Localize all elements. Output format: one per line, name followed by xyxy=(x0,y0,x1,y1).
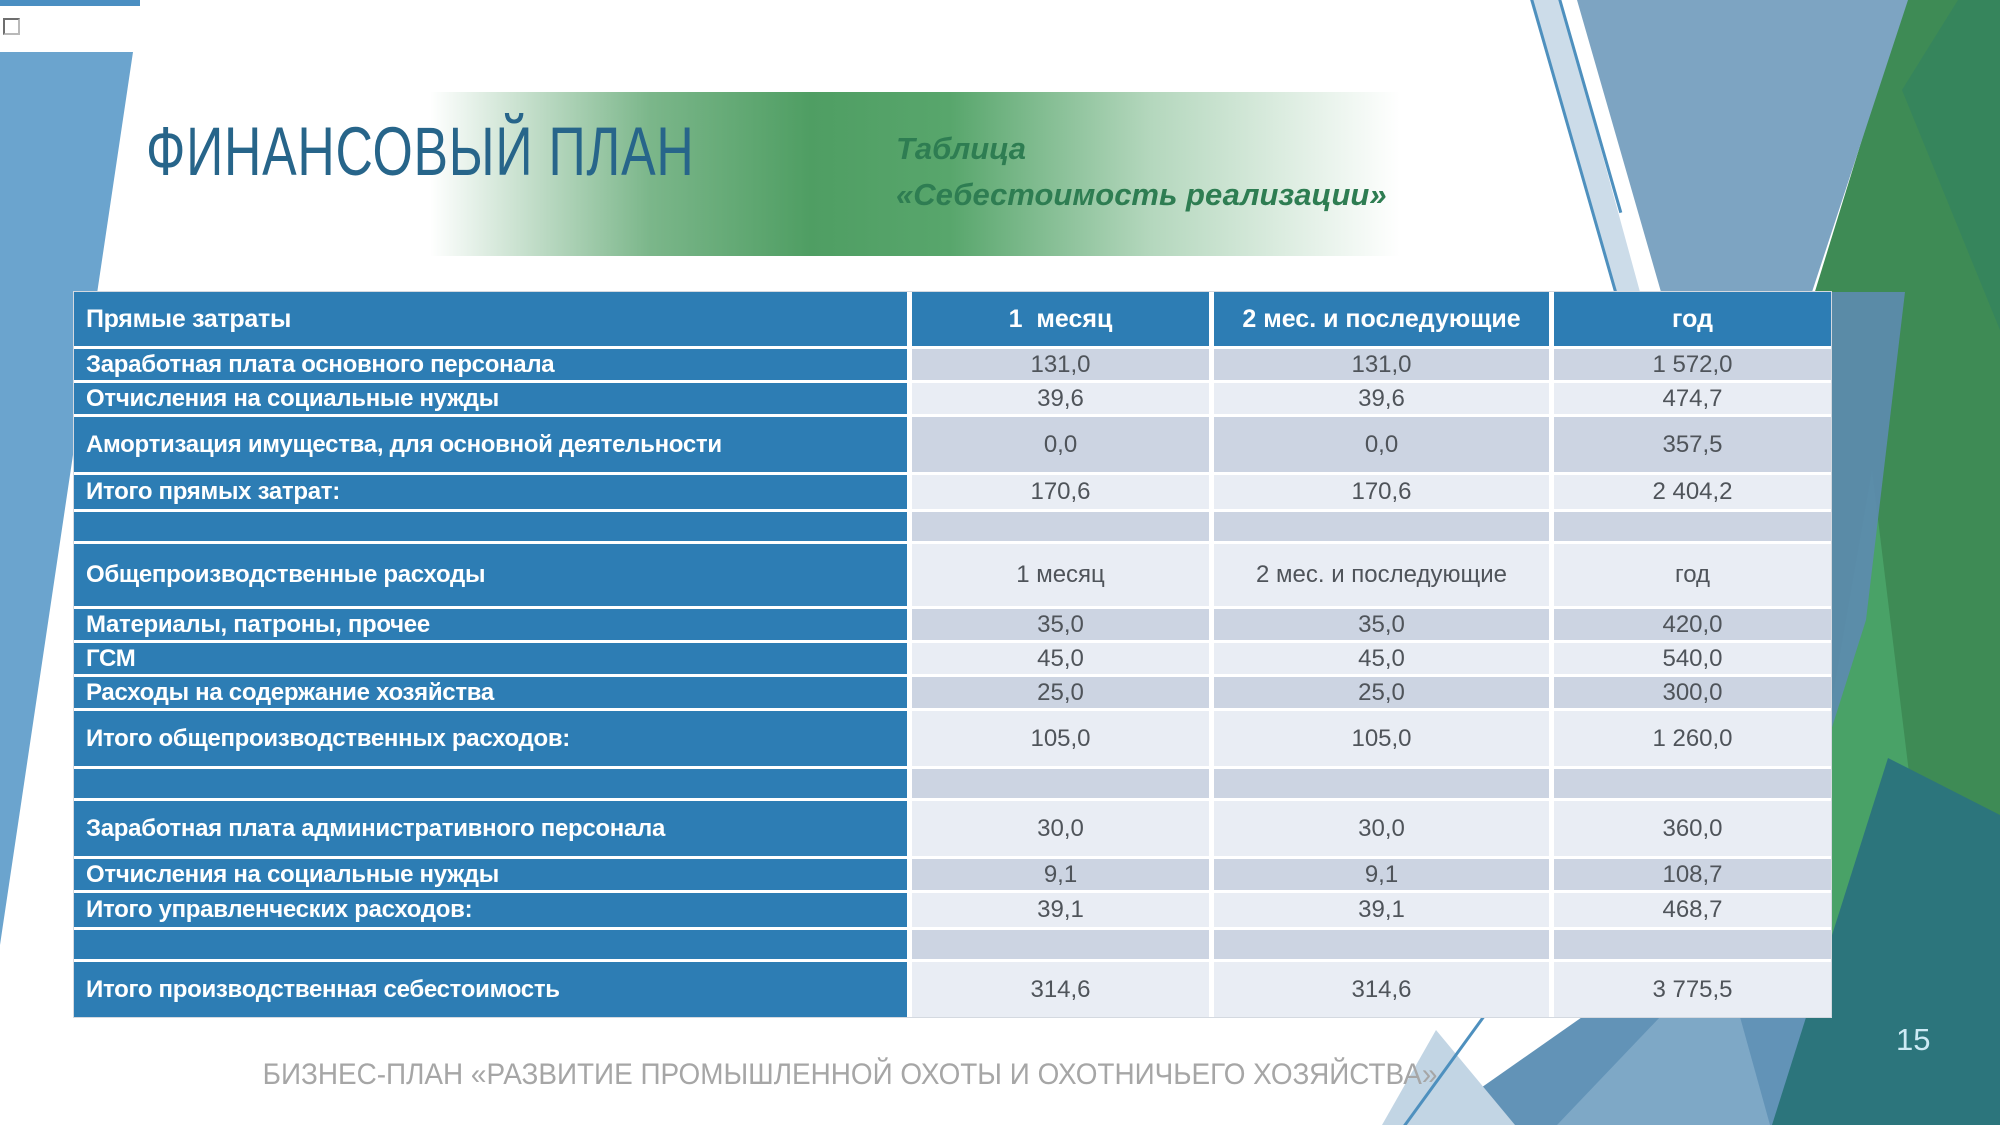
row-value-month-2-plus: 9,1 xyxy=(1214,859,1549,890)
row-value-month-2-plus: 2 мес. и последующие xyxy=(1214,544,1549,606)
cost-table: Прямые затраты 1 месяц 2 мес. и последую… xyxy=(74,292,1831,1017)
deco-top-bar xyxy=(0,0,140,6)
header-month-1: 1 месяц xyxy=(912,292,1209,346)
table-row xyxy=(74,769,1831,798)
row-value-month-2-plus: 170,6 xyxy=(1214,475,1549,509)
row-value-year: 474,7 xyxy=(1554,383,1831,414)
row-label: Заработная плата административного персо… xyxy=(74,801,907,856)
row-value-month-2-plus: 105,0 xyxy=(1214,711,1549,766)
row-value-month-1: 30,0 xyxy=(912,801,1209,856)
table-row: Расходы на содержание хозяйства 25,0 25,… xyxy=(74,677,1831,708)
row-value-month-2-plus xyxy=(1214,512,1549,541)
row-value-month-2-plus: 30,0 xyxy=(1214,801,1549,856)
slide-title: ФИНАНСОВЫЙ ПЛАН xyxy=(146,113,695,190)
row-value-month-2-plus xyxy=(1214,769,1549,798)
header-year: год xyxy=(1554,292,1831,346)
row-value-month-2-plus: 314,6 xyxy=(1214,962,1549,1017)
row-label: Отчисления на социальные нужды xyxy=(74,383,907,414)
row-value-year xyxy=(1554,769,1831,798)
row-value-year: 360,0 xyxy=(1554,801,1831,856)
row-value-year xyxy=(1554,512,1831,541)
row-value-year: 108,7 xyxy=(1554,859,1831,890)
table-row xyxy=(74,512,1831,541)
row-label: Амортизация имущества, для основной деят… xyxy=(74,417,907,472)
row-value-month-1: 35,0 xyxy=(912,609,1209,640)
header-direct-costs: Прямые затраты xyxy=(74,292,907,346)
row-label: Итого прямых затрат: xyxy=(74,475,907,509)
row-value-month-1 xyxy=(912,512,1209,541)
table-row: Заработная плата основного персонала 131… xyxy=(74,349,1831,380)
row-label: Итого общепроизводственных расходов: xyxy=(74,711,907,766)
page-number: 15 xyxy=(1896,1022,1931,1057)
table-row: Итого производственная себестоимость 314… xyxy=(74,962,1831,1017)
row-value-month-1: 314,6 xyxy=(912,962,1209,1017)
row-value-month-2-plus: 131,0 xyxy=(1214,349,1549,380)
table-row: ГСМ 45,0 45,0 540,0 xyxy=(74,643,1831,674)
row-value-month-2-plus: 0,0 xyxy=(1214,417,1549,472)
row-label: Отчисления на социальные нужды xyxy=(74,859,907,890)
table-row xyxy=(74,930,1831,959)
row-value-month-1: 45,0 xyxy=(912,643,1209,674)
row-label: Итого управленческих расходов: xyxy=(74,893,907,927)
row-value-month-1: 25,0 xyxy=(912,677,1209,708)
row-value-month-1: 9,1 xyxy=(912,859,1209,890)
row-value-month-1: 105,0 xyxy=(912,711,1209,766)
row-label: ГСМ xyxy=(74,643,907,674)
row-value-year: 300,0 xyxy=(1554,677,1831,708)
row-value-month-2-plus xyxy=(1214,930,1549,959)
subtitle-line-1: Таблица xyxy=(896,131,1027,166)
table-row: Итого прямых затрат: 170,6 170,6 2 404,2 xyxy=(74,475,1831,509)
row-label: Материалы, патроны, прочее xyxy=(74,609,907,640)
table-row: Общепроизводственные расходы 1 месяц 2 м… xyxy=(74,544,1831,606)
table-row: Заработная плата административного персо… xyxy=(74,801,1831,856)
row-value-month-1: 39,1 xyxy=(912,893,1209,927)
row-value-year: 420,0 xyxy=(1554,609,1831,640)
row-value-month-2-plus: 35,0 xyxy=(1214,609,1549,640)
row-label: Заработная плата основного персонала xyxy=(74,349,907,380)
table-row: Амортизация имущества, для основной деят… xyxy=(74,417,1831,472)
row-value-year: 3 775,5 xyxy=(1554,962,1831,1017)
row-value-month-1: 1 месяц xyxy=(912,544,1209,606)
row-value-year: год xyxy=(1554,544,1831,606)
checkbox-icon xyxy=(3,18,20,35)
footer-text: БИЗНЕС-ПЛАН «РАЗВИТИЕ ПРОМЫШЛЕННОЙ ОХОТЫ… xyxy=(262,1058,1438,1091)
row-value-month-2-plus: 25,0 xyxy=(1214,677,1549,708)
row-value-year: 540,0 xyxy=(1554,643,1831,674)
subtitle-line-2: «Себестоимость реализации» xyxy=(896,177,1387,212)
row-label xyxy=(74,769,907,798)
slide-subtitle: Таблица «Себестоимость реализации» xyxy=(896,126,1387,218)
row-label: Общепроизводственные расходы xyxy=(74,544,907,606)
row-value-year: 1 572,0 xyxy=(1554,349,1831,380)
row-value-month-1 xyxy=(912,769,1209,798)
row-value-month-2-plus: 39,6 xyxy=(1214,383,1549,414)
table-row: Отчисления на социальные нужды 9,1 9,1 1… xyxy=(74,859,1831,890)
row-value-month-2-plus: 39,1 xyxy=(1214,893,1549,927)
row-value-year: 1 260,0 xyxy=(1554,711,1831,766)
table-header-row: Прямые затраты 1 месяц 2 мес. и последую… xyxy=(74,292,1831,346)
table-row: Материалы, патроны, прочее 35,0 35,0 420… xyxy=(74,609,1831,640)
row-value-year: 357,5 xyxy=(1554,417,1831,472)
row-label: Расходы на содержание хозяйства xyxy=(74,677,907,708)
row-value-year xyxy=(1554,930,1831,959)
table-row: Отчисления на социальные нужды 39,6 39,6… xyxy=(74,383,1831,414)
row-value-year: 2 404,2 xyxy=(1554,475,1831,509)
row-value-month-1: 39,6 xyxy=(912,383,1209,414)
row-value-month-1 xyxy=(912,930,1209,959)
header-month-2-plus: 2 мес. и последующие xyxy=(1214,292,1549,346)
row-label: Итого производственная себестоимость xyxy=(74,962,907,1017)
title-gradient-band xyxy=(430,92,1430,256)
row-label xyxy=(74,930,907,959)
row-value-month-2-plus: 45,0 xyxy=(1214,643,1549,674)
row-value-year: 468,7 xyxy=(1554,893,1831,927)
table-body: Заработная плата основного персонала 131… xyxy=(74,349,1831,1017)
row-label xyxy=(74,512,907,541)
row-value-month-1: 131,0 xyxy=(912,349,1209,380)
row-value-month-1: 170,6 xyxy=(912,475,1209,509)
table-row: Итого управленческих расходов: 39,1 39,1… xyxy=(74,893,1831,927)
table-row: Итого общепроизводственных расходов: 105… xyxy=(74,711,1831,766)
row-value-month-1: 0,0 xyxy=(912,417,1209,472)
